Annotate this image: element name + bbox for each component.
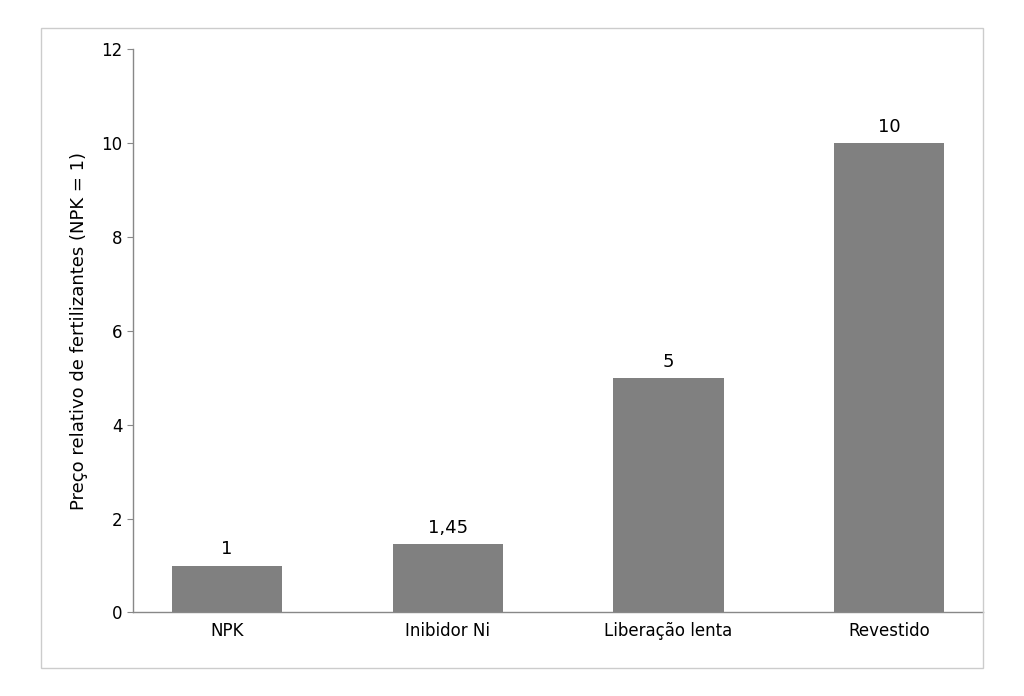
Text: 10: 10	[878, 118, 900, 136]
Text: 5: 5	[663, 353, 674, 370]
Bar	[834, 143, 944, 612]
Text: 1: 1	[221, 541, 232, 558]
Bar	[172, 565, 283, 612]
Bar	[392, 544, 503, 612]
Bar	[613, 377, 724, 612]
Text: 1,45: 1,45	[428, 519, 468, 537]
Y-axis label: Preço relativo de fertilizantes (NPK = 1): Preço relativo de fertilizantes (NPK = 1…	[70, 152, 88, 509]
